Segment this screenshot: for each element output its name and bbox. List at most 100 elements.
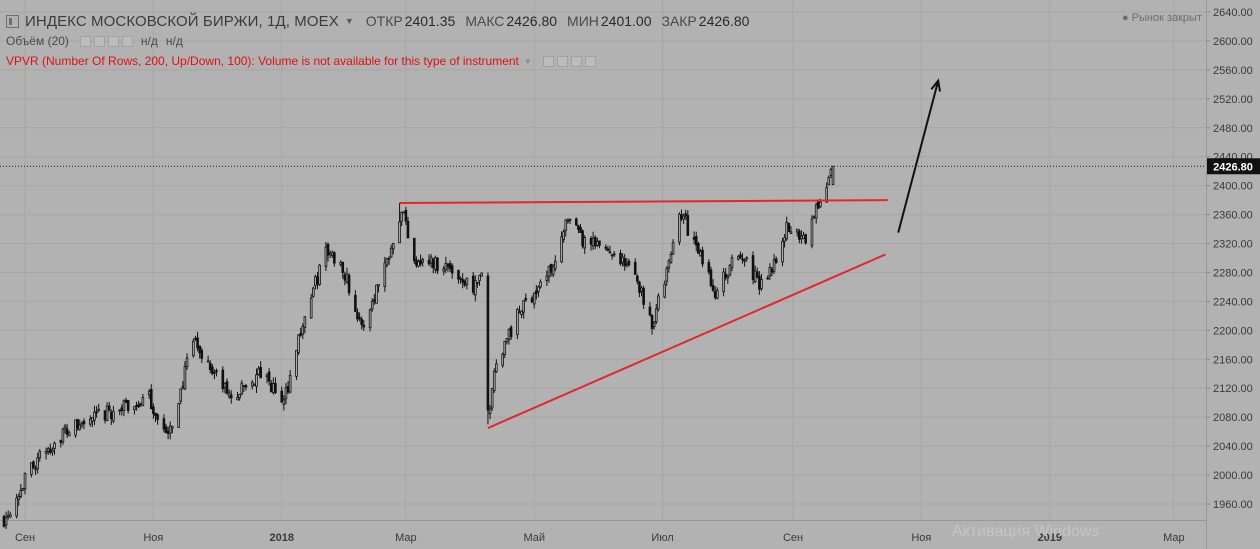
candle-body (196, 337, 199, 349)
vpvr-visibility-icon[interactable] (542, 55, 554, 67)
vpvr-dropdown-icon[interactable]: ▼ (523, 56, 532, 66)
candle (707, 259, 711, 275)
candle (781, 238, 784, 267)
candle (436, 257, 439, 275)
candle-body (549, 263, 553, 273)
candle-body (9, 514, 12, 518)
candle-body (596, 241, 599, 246)
candle-body (518, 311, 521, 314)
candle-body (21, 488, 25, 491)
candle (532, 292, 536, 309)
candle (560, 231, 563, 264)
candle (240, 380, 244, 396)
candle-body (751, 255, 755, 280)
candle-body (198, 345, 201, 354)
candle-body (389, 247, 393, 258)
candle-body (530, 297, 534, 303)
candle (503, 340, 507, 358)
candle-body (722, 271, 725, 292)
candle (667, 259, 671, 273)
symbol-dropdown-icon[interactable]: ▼ (344, 16, 354, 26)
candle (168, 421, 172, 440)
candle-body (781, 240, 784, 263)
candle-body (524, 297, 528, 301)
vpvr-remove-icon[interactable] (584, 55, 596, 67)
candle (23, 472, 27, 495)
candle-body (4, 517, 8, 526)
candle-body (503, 340, 507, 356)
candle (783, 234, 786, 248)
candle-body (575, 218, 578, 226)
candle (669, 251, 673, 264)
y-axis-tick-label: 2040.00 (1213, 441, 1253, 453)
candle-body (95, 411, 98, 414)
indicator-remove-icon[interactable] (121, 35, 133, 47)
volume-indicator-label[interactable]: Объём (20) (6, 34, 69, 48)
candle (221, 366, 225, 393)
candle-body (798, 230, 801, 240)
candle-body (707, 262, 711, 273)
candle (196, 331, 199, 352)
indicator-settings-icon[interactable] (93, 35, 105, 47)
market-status-dot-icon: ● (1121, 12, 1129, 24)
candle-body (179, 388, 183, 402)
candle (831, 165, 835, 186)
candle-body (816, 201, 820, 209)
symbol-collapse-icon[interactable] (6, 14, 19, 28)
candle-body (669, 254, 673, 264)
vpvr-indicator-label[interactable]: VPVR (Number Of Rows, 200, Up/Down, 100)… (6, 54, 519, 68)
symbol-title[interactable]: ИНДЕКС МОСКОВСКОЙ БИРЖИ, 1Д, MOEX (25, 12, 339, 30)
candle (476, 281, 479, 288)
candle-body (32, 461, 35, 468)
candle-body (448, 263, 452, 269)
candle-body (356, 312, 359, 320)
candle (389, 244, 393, 258)
candle-body (318, 264, 321, 285)
candle (326, 242, 330, 262)
candle-body (383, 262, 387, 287)
candle (215, 368, 218, 377)
candle-body (431, 258, 435, 269)
indicator-add-icon[interactable] (107, 35, 119, 47)
candle-body (568, 218, 572, 221)
vpvr-add-icon[interactable] (570, 55, 582, 67)
candle (67, 430, 71, 437)
candle (715, 287, 719, 300)
candle-body (741, 258, 744, 261)
x-axis-tick-label: Сен (15, 532, 35, 544)
candle-body (316, 276, 319, 285)
candle (192, 338, 195, 358)
candle-body (288, 375, 292, 393)
candle (400, 211, 403, 227)
candle (206, 355, 210, 363)
candle-body (589, 238, 593, 245)
candle (442, 266, 446, 276)
candle-body (97, 408, 100, 411)
candle (354, 290, 357, 313)
ohlc-open-value: 2401.35 (404, 13, 456, 29)
candle-body (726, 275, 730, 279)
candle-body (789, 231, 793, 234)
candle-body (192, 340, 195, 357)
x-axis-tick-label: Мар (395, 532, 417, 544)
candle (82, 418, 86, 430)
vpvr-settings-icon[interactable] (556, 55, 568, 67)
candle-body (486, 275, 490, 411)
candle-body (654, 308, 658, 323)
candle-body (480, 272, 483, 277)
candle (524, 293, 528, 302)
candle-body (436, 257, 439, 272)
candle (341, 261, 345, 279)
candle-body (532, 292, 536, 305)
candle-body (215, 370, 218, 373)
candle (32, 460, 35, 470)
candle-body (255, 374, 258, 387)
candle-body (135, 405, 138, 407)
candle (347, 273, 351, 296)
candle-body (604, 246, 608, 249)
candle-body (671, 242, 675, 255)
indicator-visibility-icon[interactable] (79, 35, 91, 47)
candle-body (728, 264, 732, 276)
candle-body (633, 261, 637, 275)
